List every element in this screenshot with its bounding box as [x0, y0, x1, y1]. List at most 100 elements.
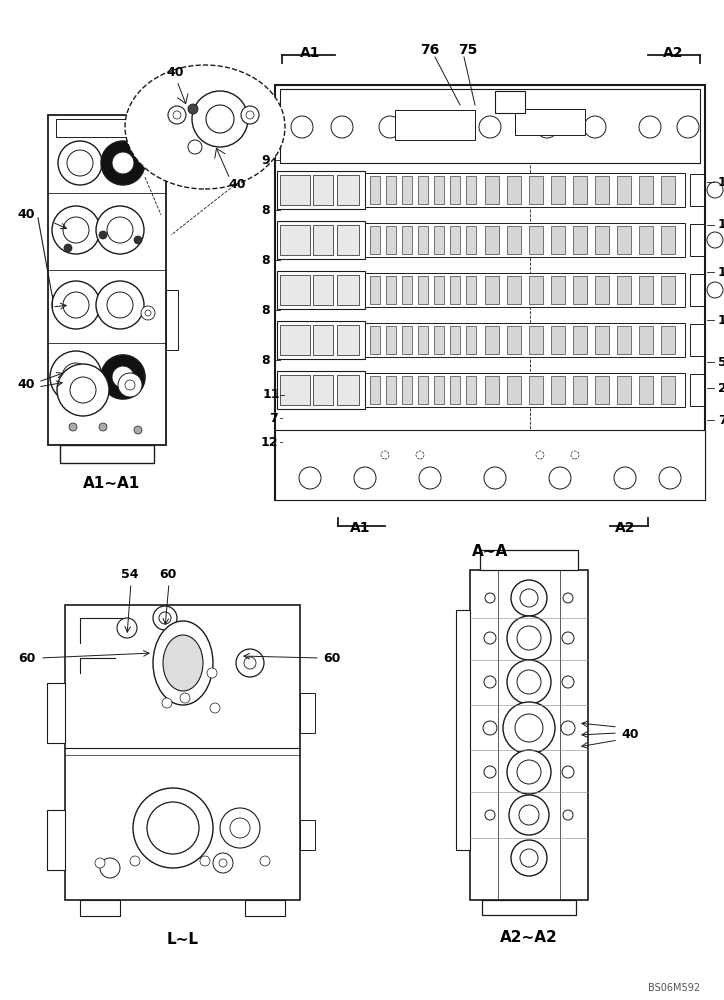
- Circle shape: [100, 858, 120, 878]
- Circle shape: [101, 141, 145, 185]
- Circle shape: [112, 366, 134, 388]
- Circle shape: [246, 111, 254, 119]
- Circle shape: [149, 155, 155, 161]
- Bar: [573, 326, 587, 354]
- Bar: [450, 226, 460, 254]
- Circle shape: [162, 698, 172, 708]
- Circle shape: [484, 676, 496, 688]
- Circle shape: [133, 788, 213, 868]
- Text: 5: 5: [718, 356, 724, 368]
- Bar: [450, 326, 460, 354]
- Text: 16: 16: [718, 314, 724, 326]
- Circle shape: [145, 310, 151, 316]
- Bar: [661, 276, 675, 304]
- Circle shape: [67, 150, 93, 176]
- Bar: [617, 376, 631, 404]
- Bar: [370, 176, 380, 204]
- Circle shape: [244, 657, 256, 669]
- Ellipse shape: [125, 65, 285, 189]
- Text: 8: 8: [261, 253, 270, 266]
- Circle shape: [52, 281, 100, 329]
- Bar: [337, 225, 359, 255]
- Bar: [551, 376, 565, 404]
- Bar: [313, 325, 333, 355]
- Bar: [573, 376, 587, 404]
- Circle shape: [484, 632, 496, 644]
- Circle shape: [659, 467, 681, 489]
- Text: 76: 76: [421, 43, 439, 57]
- Bar: [466, 376, 476, 404]
- Bar: [418, 276, 428, 304]
- Bar: [466, 326, 476, 354]
- Bar: [450, 376, 460, 404]
- Circle shape: [707, 282, 723, 298]
- Circle shape: [141, 306, 155, 320]
- Bar: [386, 226, 396, 254]
- Bar: [507, 226, 521, 254]
- Bar: [485, 376, 499, 404]
- Circle shape: [507, 750, 551, 794]
- Bar: [280, 275, 310, 305]
- Circle shape: [503, 702, 555, 754]
- Circle shape: [107, 217, 133, 243]
- Circle shape: [117, 618, 137, 638]
- Circle shape: [70, 377, 96, 403]
- Circle shape: [95, 858, 105, 868]
- Circle shape: [200, 856, 210, 866]
- Circle shape: [416, 451, 424, 459]
- Circle shape: [563, 810, 573, 820]
- Bar: [47, 810, 65, 870]
- Bar: [337, 325, 359, 355]
- Bar: [529, 326, 543, 354]
- Circle shape: [419, 467, 441, 489]
- Bar: [551, 226, 565, 254]
- Text: BS06M592: BS06M592: [648, 983, 700, 993]
- Bar: [507, 276, 521, 304]
- Bar: [485, 176, 499, 204]
- Circle shape: [485, 810, 495, 820]
- Circle shape: [173, 111, 181, 119]
- Bar: [466, 276, 476, 304]
- Bar: [495, 91, 525, 113]
- Circle shape: [517, 670, 541, 694]
- Circle shape: [562, 676, 574, 688]
- Bar: [595, 176, 609, 204]
- Bar: [690, 224, 704, 256]
- Bar: [434, 226, 444, 254]
- Text: 28: 28: [718, 381, 724, 394]
- Bar: [365, 273, 685, 307]
- Bar: [485, 326, 499, 354]
- Circle shape: [50, 351, 102, 403]
- Bar: [529, 176, 543, 204]
- Circle shape: [379, 116, 401, 138]
- Bar: [395, 110, 475, 140]
- Bar: [280, 89, 700, 163]
- Bar: [456, 610, 470, 850]
- Circle shape: [58, 141, 102, 185]
- Bar: [450, 276, 460, 304]
- Circle shape: [206, 105, 234, 133]
- Circle shape: [192, 91, 248, 147]
- Ellipse shape: [163, 635, 203, 691]
- Circle shape: [507, 616, 551, 660]
- Bar: [485, 226, 499, 254]
- Bar: [418, 326, 428, 354]
- Bar: [466, 226, 476, 254]
- Circle shape: [144, 150, 160, 166]
- Bar: [690, 324, 704, 356]
- Circle shape: [483, 721, 497, 735]
- Bar: [595, 226, 609, 254]
- Bar: [434, 176, 444, 204]
- Circle shape: [134, 426, 142, 434]
- Bar: [280, 325, 310, 355]
- Bar: [573, 176, 587, 204]
- Circle shape: [101, 355, 145, 399]
- Bar: [313, 175, 333, 205]
- Circle shape: [639, 116, 661, 138]
- Circle shape: [707, 182, 723, 198]
- Text: L∼L: L∼L: [167, 932, 198, 948]
- Bar: [551, 176, 565, 204]
- Text: 7: 7: [718, 414, 724, 426]
- Bar: [434, 376, 444, 404]
- Circle shape: [299, 467, 321, 489]
